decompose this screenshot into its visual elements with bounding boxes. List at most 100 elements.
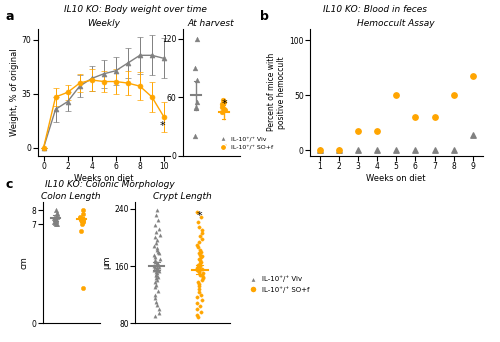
Point xyxy=(151,295,159,301)
Point xyxy=(154,274,162,279)
Point xyxy=(198,215,205,220)
Point xyxy=(152,275,160,281)
Point xyxy=(469,132,477,137)
Point xyxy=(152,299,160,304)
Point xyxy=(80,219,88,224)
Point xyxy=(53,210,61,216)
Point xyxy=(53,212,61,217)
Point xyxy=(392,147,400,153)
Point xyxy=(196,292,204,297)
Point xyxy=(154,311,162,316)
Text: *: * xyxy=(160,121,165,131)
Point xyxy=(52,222,60,227)
Point xyxy=(152,269,160,275)
Point xyxy=(196,259,204,264)
Point xyxy=(194,283,202,289)
Title: At harvest: At harvest xyxy=(188,19,234,28)
Point xyxy=(150,267,158,272)
Point xyxy=(195,224,203,229)
Point xyxy=(152,229,160,235)
Point xyxy=(155,306,163,312)
Point xyxy=(152,212,160,218)
Point xyxy=(52,221,60,226)
Point xyxy=(198,298,206,303)
Point xyxy=(196,273,204,278)
Point xyxy=(51,217,59,222)
Point xyxy=(218,104,226,110)
Point xyxy=(193,306,201,312)
Point xyxy=(195,281,203,287)
Point xyxy=(196,261,204,266)
Point xyxy=(198,272,206,277)
Point xyxy=(78,222,86,227)
Point xyxy=(50,219,58,224)
Point xyxy=(469,74,477,79)
Text: a: a xyxy=(5,10,14,23)
Point xyxy=(194,312,202,317)
Point xyxy=(76,214,84,220)
Point xyxy=(198,277,206,282)
Point xyxy=(196,252,203,258)
Point xyxy=(196,263,203,269)
Point xyxy=(198,253,205,259)
Text: IL10 KO: Blood in feces: IL10 KO: Blood in feces xyxy=(323,5,427,14)
Point xyxy=(198,271,206,276)
Point xyxy=(52,208,60,213)
Point xyxy=(151,258,159,263)
Point xyxy=(154,217,162,222)
Point xyxy=(155,250,163,256)
X-axis label: Weeks on diet: Weeks on diet xyxy=(366,174,426,183)
Point xyxy=(151,292,159,297)
Text: *: * xyxy=(222,99,228,109)
Point xyxy=(192,104,200,110)
Point xyxy=(194,250,202,256)
Point xyxy=(190,65,198,71)
Point xyxy=(412,147,420,153)
Point xyxy=(193,265,201,271)
Point xyxy=(193,99,201,105)
Point xyxy=(218,97,226,103)
Point xyxy=(153,265,161,271)
Point xyxy=(195,269,203,275)
Point xyxy=(152,265,160,270)
Title: Weekly: Weekly xyxy=(88,19,120,28)
Point xyxy=(373,129,381,134)
Point xyxy=(196,303,204,309)
Point xyxy=(152,266,160,272)
Title: Crypt Length: Crypt Length xyxy=(153,192,212,201)
Point xyxy=(155,264,163,269)
Point xyxy=(335,147,343,153)
Point xyxy=(220,99,228,105)
Point xyxy=(77,217,85,222)
Point xyxy=(218,101,226,107)
Point xyxy=(220,143,228,149)
Point xyxy=(193,301,201,306)
Point xyxy=(151,255,159,260)
Point xyxy=(199,274,207,279)
Point xyxy=(152,282,160,287)
Point xyxy=(316,147,324,153)
Point xyxy=(150,263,158,269)
Point xyxy=(194,256,202,262)
Point xyxy=(154,268,162,274)
Y-axis label: Weight, % of original: Weight, % of original xyxy=(10,49,18,136)
Point xyxy=(154,288,162,294)
Point xyxy=(193,210,201,215)
X-axis label: Weeks on diet: Weeks on diet xyxy=(74,174,134,183)
Point xyxy=(79,208,87,213)
Point xyxy=(198,231,205,236)
Title: Hemoccult Assay: Hemoccult Assay xyxy=(358,19,435,28)
Point xyxy=(152,271,160,276)
Point xyxy=(196,263,204,268)
Text: IL10 KO: Body weight over time: IL10 KO: Body weight over time xyxy=(64,5,206,14)
Point xyxy=(153,278,161,283)
Point xyxy=(195,286,203,292)
Point xyxy=(150,222,158,227)
Legend: IL-10⁺/⁺ Viv, IL-10⁺/⁺ SO+f: IL-10⁺/⁺ Viv, IL-10⁺/⁺ SO+f xyxy=(243,273,312,295)
Point xyxy=(450,92,458,98)
Point xyxy=(152,273,160,278)
Point xyxy=(52,218,60,224)
Point xyxy=(151,285,159,290)
Point xyxy=(156,256,164,262)
Point xyxy=(197,249,205,254)
